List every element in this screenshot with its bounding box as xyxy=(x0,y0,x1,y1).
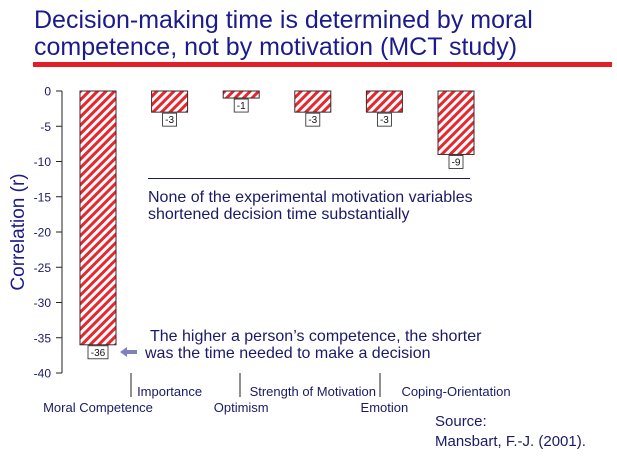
x-tick-label-emotion: Emotion xyxy=(361,400,409,415)
y-tick-label: -40 xyxy=(34,367,52,381)
bar-moral-competence xyxy=(79,90,117,346)
value-label-optimism: -1 xyxy=(237,101,246,112)
bar-coping-orientation xyxy=(437,90,475,155)
bar-optimism xyxy=(222,90,260,99)
x-tick-label-optimism: Optimism xyxy=(214,400,269,415)
value-labels: -36 -3 -1 -3 -3 -9 xyxy=(87,98,464,360)
value-label-box xyxy=(233,98,249,113)
value-label-strength-of-motivation: -3 xyxy=(308,115,317,126)
competence-note-line-1: The higher a person’s competence, the sh… xyxy=(150,328,482,345)
value-label-box xyxy=(305,112,321,127)
bars xyxy=(79,90,475,346)
value-label-emotion: -3 xyxy=(380,115,389,126)
value-label-importance: -3 xyxy=(165,115,174,126)
y-tick-label: -15 xyxy=(34,190,52,204)
x-tick-label-moral-competence: Moral Competence xyxy=(43,400,153,415)
y-tick-label: -25 xyxy=(34,261,52,275)
value-label-moral-competence: -36 xyxy=(91,348,106,359)
competence-note-line-2: was the time needed to make a decision xyxy=(144,345,431,362)
title-line-2: competence, not by motivation (MCT study… xyxy=(34,33,517,61)
left-arrow-icon xyxy=(120,347,137,357)
bar-importance xyxy=(151,90,189,113)
y-ticks: 0 -5 -10 -15 -20 -25 -30 -35 -40 xyxy=(34,85,62,381)
bar-strength-of-motivation xyxy=(294,90,332,113)
source-label: Source: xyxy=(435,413,487,430)
title-underline-rule xyxy=(33,62,612,67)
source-citation: Mansbart, F.-J. (2001). xyxy=(435,433,586,450)
x-tick-label-coping-orientation: Coping-Orientation xyxy=(401,384,510,399)
title-line-1: Decision-making time is determined by mo… xyxy=(34,6,533,34)
motivation-note-line-2: shortened decision time substantially xyxy=(148,206,409,223)
x-tick-label-strength-of-motivation: Strength of Motivation xyxy=(250,384,376,399)
y-tick-label: -5 xyxy=(40,120,51,134)
y-tick-label: 0 xyxy=(44,85,51,99)
y-tick-label: -10 xyxy=(34,155,52,169)
bar-emotion xyxy=(365,90,403,113)
motivation-note-line-1: None of the experimental motivation vari… xyxy=(148,189,473,206)
value-label-box xyxy=(162,112,178,127)
value-label-box xyxy=(87,345,109,360)
y-tick-label: -30 xyxy=(34,296,52,310)
value-label-coping-orientation: -9 xyxy=(452,157,461,168)
y-axis-title: Correlation (r) xyxy=(8,173,29,290)
y-tick-label: -35 xyxy=(34,331,52,345)
value-label-box xyxy=(448,155,464,169)
value-label-box xyxy=(376,112,392,127)
y-tick-label: -20 xyxy=(34,226,52,240)
x-tick-label-importance: Importance xyxy=(137,384,202,399)
